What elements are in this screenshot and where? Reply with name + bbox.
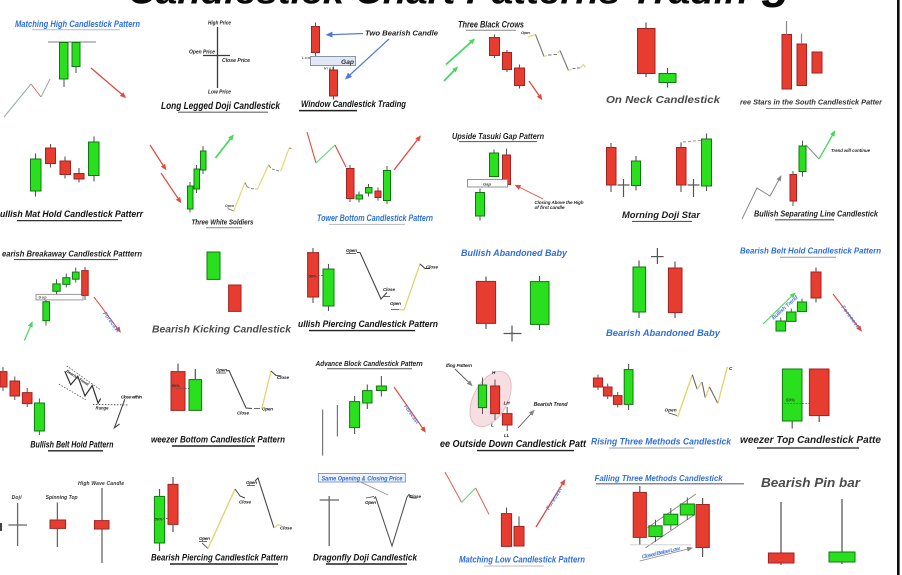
svg-text:Bullish Abandoned Baby: Bullish Abandoned Baby <box>461 248 568 259</box>
svg-text:50%: 50% <box>172 383 180 388</box>
svg-text:Bearish Abandoned Baby: Bearish Abandoned Baby <box>606 328 721 339</box>
svg-text:ullish Mat Hold Candlestick Pa: ullish Mat Hold Candlestick Patterr <box>0 209 144 220</box>
svg-text:Close: Close <box>237 411 249 416</box>
svg-text:50%: 50% <box>309 274 317 279</box>
svg-text:Open: Open <box>390 301 401 306</box>
svg-text:Falling Three Methods Candlest: Falling Three Methods Candlestick <box>595 473 724 483</box>
svg-text:Bearish Trend: Bearish Trend <box>534 402 569 408</box>
svg-text:Morning Doji Star: Morning Doji Star <box>622 210 701 221</box>
svg-text:Range: Range <box>96 406 110 411</box>
svg-text:Same Opening & Closing Price: Same Opening & Closing Price <box>322 476 404 482</box>
svg-text:Open: Open <box>365 500 376 505</box>
svg-text:Closed Below Low: Closed Below Low <box>641 546 681 561</box>
svg-text:Open: Open <box>262 407 273 412</box>
svg-text:Open: Open <box>199 536 210 541</box>
svg-text:Advance Block Candlestick Patt: Advance Block Candlestick Pattern <box>315 359 423 368</box>
svg-text:Matching High Candlestick Patt: Matching High Candlestick Pattern <box>15 19 140 29</box>
svg-text:Close: Close <box>426 265 438 270</box>
svg-text:Low Price: Low Price <box>208 90 231 96</box>
svg-text:Gap: Gap <box>341 59 354 66</box>
svg-text:Close: Close <box>239 500 251 505</box>
svg-text:of first candle: of first candle <box>535 205 566 210</box>
svg-text:g: g <box>761 0 791 9</box>
svg-text:Candlestick Chart Patterns Tra: Candlestick Chart Patterns Tradin <box>128 0 748 12</box>
svg-text:Close Price: Close Price <box>222 58 250 64</box>
svg-text:Bearish Piercing Candlestick P: Bearish Piercing Candlestick Pattern <box>151 553 288 564</box>
svg-text:C: C <box>729 366 733 371</box>
svg-text:weezer Bottom Candlestick Patt: weezer Bottom Candlestick Pattern <box>151 435 285 446</box>
svg-text:Bullish Separating Line Candle: Bullish Separating Line Candlestick <box>754 209 879 219</box>
svg-text:Close: Close <box>277 375 289 380</box>
svg-text:Open: Open <box>346 248 357 253</box>
svg-text:Low: Low <box>302 56 311 60</box>
svg-text:H: H <box>492 370 496 375</box>
svg-text:50%: 50% <box>786 398 795 403</box>
svg-text:Spinning Top: Spinning Top <box>46 495 78 501</box>
svg-text:earish Breakaway Candlestick P: earish Breakaway Candlestick Patttern <box>2 249 142 259</box>
svg-text:Gap: Gap <box>483 182 492 187</box>
svg-text:Close: Close <box>409 494 421 499</box>
svg-text:High: High <box>324 67 334 71</box>
svg-text:Open: Open <box>225 204 234 208</box>
svg-text:Upside Tasuki Gap Pattern: Upside Tasuki Gap Pattern <box>452 132 544 141</box>
svg-text:Close within: Close within <box>121 395 142 400</box>
svg-text:Forecast: Forecast <box>402 404 420 426</box>
svg-text:LH: LH <box>504 401 511 406</box>
svg-text:Close: Close <box>280 526 292 531</box>
svg-text:Forecast: Forecast <box>101 311 121 335</box>
svg-text:Forecast: Forecast <box>839 305 860 330</box>
svg-text:Open: Open <box>521 30 531 35</box>
svg-text:On Neck Candlestick: On Neck Candlestick <box>606 94 721 106</box>
svg-text:L: L <box>491 423 494 428</box>
svg-text:High Wave Candle: High Wave Candle <box>78 481 124 487</box>
svg-text:Close: Close <box>383 287 395 292</box>
svg-text:Bearish Belt Hold Candlestick: Bearish Belt Hold Candlestick Pattern <box>740 246 881 256</box>
svg-text:Matching Low Candlestick Patte: Matching Low Candlestick Pattern <box>459 555 585 566</box>
svg-text:Rising Three Methods Candlesti: Rising Three Methods Candlestick <box>591 437 732 448</box>
svg-text:ree Stars in the South Candles: ree Stars in the South Candlestick Patte… <box>740 100 883 107</box>
svg-text:Doji: Doji <box>12 495 23 501</box>
svg-text:Bearish Pin bar: Bearish Pin bar <box>761 476 861 490</box>
svg-text:Three White Soldiers: Three White Soldiers <box>192 218 254 227</box>
svg-text:ullish Piercing Candlestick Pa: ullish Piercing Candlestick Pattern <box>298 319 438 330</box>
svg-text:Bearish Kicking Candlestick: Bearish Kicking Candlestick <box>152 324 292 336</box>
svg-text:Window Candlestick Trading: Window Candlestick Trading <box>301 99 406 110</box>
svg-text:Closing Above the High: Closing Above the High <box>535 200 584 205</box>
svg-text:Bullish Belt Hold Pattern: Bullish Belt Hold Pattern <box>30 440 113 451</box>
svg-text:ee Outside Down Candlestick Pa: ee Outside Down Candlestick Patt <box>440 439 587 450</box>
svg-text:Long Legged Doji Candlestick: Long Legged Doji Candlestick <box>161 101 280 112</box>
svg-text:Dragonfly Doji Candlestick: Dragonfly Doji Candlestick <box>313 553 418 564</box>
svg-text:Tower Bottom Candlestick Patte: Tower Bottom Candlestick Pattern <box>317 213 433 224</box>
svg-text:Open: Open <box>216 368 227 373</box>
svg-text:Three Black Crows: Three Black Crows <box>458 20 524 30</box>
svg-text:weezer Top Candlestick Patte: weezer Top Candlestick Patte <box>740 435 881 446</box>
svg-text:Open: Open <box>665 408 677 413</box>
svg-text:Forecast: Forecast <box>546 486 565 511</box>
svg-text:50%: 50% <box>155 517 163 522</box>
svg-text:Open Price: Open Price <box>189 50 215 56</box>
svg-text:Gap: Gap <box>39 296 47 300</box>
svg-text:lfing Pattern: lfing Pattern <box>446 363 472 369</box>
svg-text:Open: Open <box>246 480 257 485</box>
svg-text:Trend will continue: Trend will continue <box>831 148 871 153</box>
svg-text:Two Bearish Candle: Two Bearish Candle <box>365 29 438 38</box>
svg-text:LL: LL <box>504 433 510 438</box>
svg-text:High Price: High Price <box>208 21 231 27</box>
